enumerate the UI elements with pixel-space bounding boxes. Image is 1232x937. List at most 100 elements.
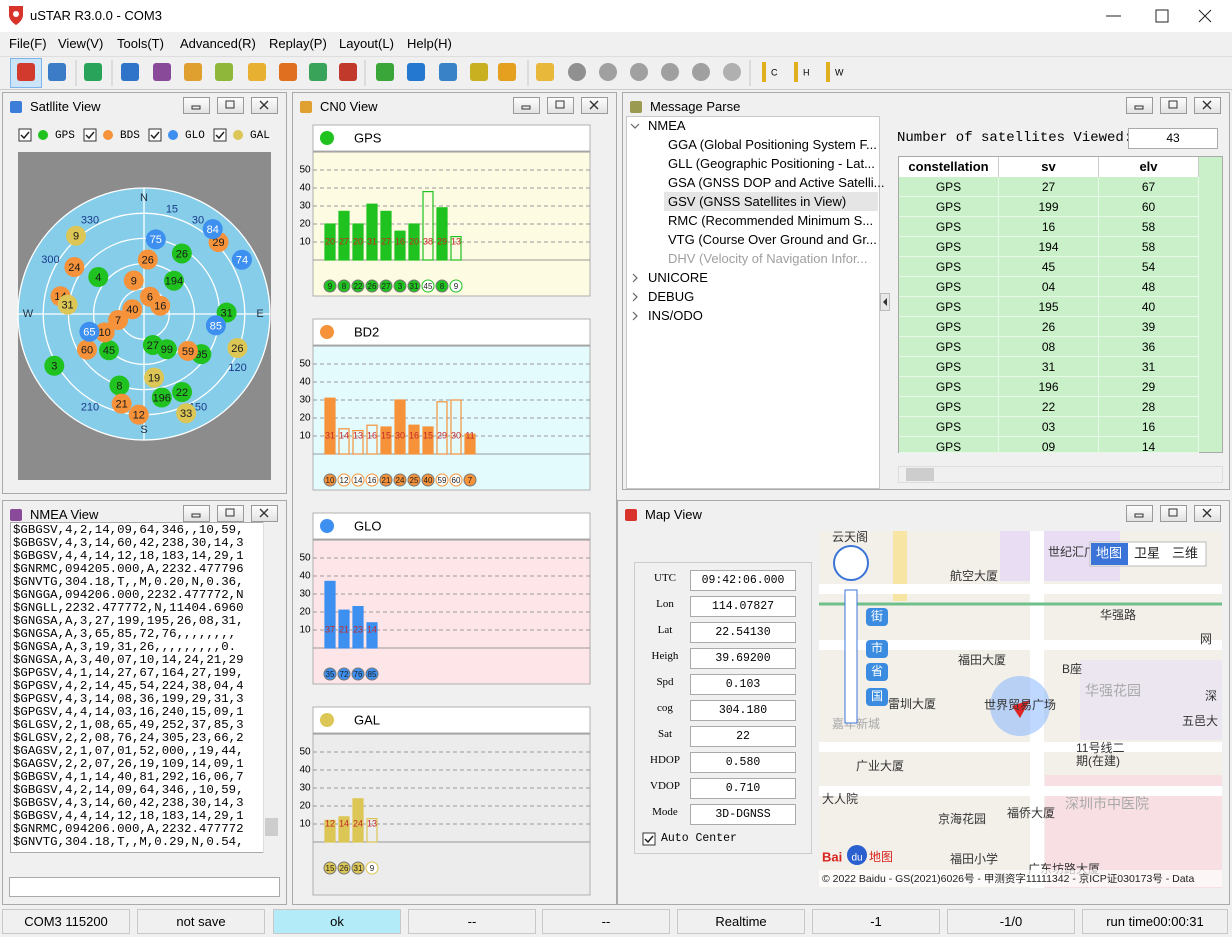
menu-item[interactable]: Replay(P) (269, 36, 327, 51)
field-value: 304.180 (690, 700, 796, 721)
splitter-button[interactable] (880, 293, 890, 311)
table-cell: 16 (1099, 417, 1199, 437)
table-header-row (899, 157, 1199, 177)
table-cell: GPS (899, 197, 999, 217)
table-cell: 40 (1099, 297, 1199, 317)
tree-node[interactable]: GLL (Geographic Positioning - Lat... (668, 156, 875, 171)
pane-title: CN0 View (320, 99, 378, 114)
pane-button[interactable] (1160, 505, 1187, 522)
menu-item[interactable]: Advanced(R) (180, 36, 256, 51)
menu-item[interactable]: Tools(T) (117, 36, 164, 51)
nmea-line: $GPGSV,4,2,14,45,54,224,38,04,4 (13, 679, 244, 693)
restore-glyph (1168, 100, 1178, 109)
table-cell: 28 (1099, 397, 1199, 417)
pane-button[interactable] (183, 505, 210, 522)
pane-button[interactable] (183, 97, 210, 114)
field-label: Lon (656, 598, 674, 610)
table-cell: 54 (1099, 257, 1199, 277)
table-cell: 27 (999, 177, 1099, 197)
pane-button[interactable] (1194, 505, 1221, 522)
command-input[interactable] (9, 877, 280, 897)
pane-button[interactable] (1160, 97, 1187, 114)
pane-button[interactable] (217, 505, 244, 522)
field-panel (634, 562, 812, 854)
status-cell: COM3 115200 (2, 909, 130, 934)
pane-button[interactable] (581, 97, 608, 114)
nmea-line: $GBGSV,4,2,14,09,64,346,,10,59, (13, 523, 244, 537)
minimize-glyph-rect (1134, 513, 1144, 518)
minimize-glyph (191, 513, 201, 518)
close-glyph-path (259, 100, 269, 110)
pane-button[interactable] (1194, 97, 1221, 114)
auto-center-label[interactable]: Auto Center (661, 832, 737, 845)
close-glyph-path (259, 508, 269, 518)
close-glyph-path (589, 100, 599, 110)
table-cell: 31 (1099, 357, 1199, 377)
field-value: 39.69200 (690, 648, 796, 669)
pane-button[interactable] (217, 97, 244, 114)
table-cell: 22 (999, 397, 1099, 417)
pane-button[interactable] (547, 97, 574, 114)
close-glyph (1202, 100, 1212, 110)
table-cell: 26 (999, 317, 1099, 337)
field-label: Sat (657, 728, 673, 740)
v-scrollbar[interactable] (263, 522, 280, 853)
nmea-line: $GNGSA,A,3,40,07,10,14,24,21,29 (13, 653, 244, 667)
h-scrollbar[interactable] (898, 466, 1223, 483)
field-label: Spd (656, 676, 674, 688)
pane-button[interactable] (1126, 97, 1153, 114)
field-label: VDOP (650, 780, 680, 792)
toolbar-button-active[interactable] (10, 58, 42, 88)
close-glyph-path (1202, 508, 1212, 518)
restore-glyph-rect (555, 100, 565, 109)
status-cell: -- (408, 909, 536, 934)
table-cell: 09 (999, 437, 1099, 453)
table-cell: 48 (1099, 277, 1199, 297)
table-cell: 14 (1099, 437, 1199, 453)
pane-button[interactable] (513, 97, 540, 114)
pane-button[interactable] (251, 505, 278, 522)
tree-node[interactable]: DHV (Velocity of Navigation Infor... (668, 251, 868, 266)
nmea-line: $GBGSV,4,4,14,12,18,183,14,29,1 (13, 809, 244, 823)
table-cell: GPS (899, 337, 999, 357)
minimize-glyph (191, 105, 201, 110)
tree-node[interactable]: RMC (Recommended Minimum S... (668, 213, 874, 228)
window-title: uSTAR R3.0.0 - COM3 (30, 8, 162, 23)
restore-glyph (225, 508, 235, 517)
table-cell: 36 (1099, 337, 1199, 357)
table-cell: 03 (999, 417, 1099, 437)
pane: CN0 View (292, 92, 617, 905)
table-cell: GPS (899, 437, 999, 453)
menu-item[interactable]: Help(H) (407, 36, 452, 51)
h-scrollbar[interactable] (10, 853, 263, 868)
pane-button[interactable] (1126, 505, 1153, 522)
column-header: constellation (899, 157, 999, 177)
field-label: Lat (657, 624, 673, 636)
table-cell: GPS (899, 297, 999, 317)
tree-node[interactable]: INS/ODO (648, 308, 703, 323)
close-glyph (259, 100, 269, 110)
tree-node[interactable]: DEBUG (648, 289, 695, 304)
menu-item[interactable]: View(V) (58, 36, 104, 51)
pane-icon (630, 101, 642, 113)
pane-button[interactable] (251, 97, 278, 114)
field-label: cog (657, 702, 673, 714)
h-scroll-thumb[interactable] (906, 468, 934, 481)
menu-item[interactable]: Layout(L) (339, 36, 394, 51)
tree-node[interactable]: VTG (Course Over Ground and Gr... (668, 232, 877, 247)
menu-item[interactable]: File(F) (9, 36, 47, 51)
nmea-line: $GNGSA,A,3,27,199,195,26,08,31, (13, 614, 244, 628)
tree-node[interactable]: UNICORE (648, 270, 708, 285)
table-cell: 196 (999, 377, 1099, 397)
nmea-line: $GNVTG,304.18,T,,M,0.29,N,0.54, (13, 835, 244, 849)
table-cell: 29 (1099, 377, 1199, 397)
pane: Satllite View (2, 92, 287, 494)
tree-node[interactable]: GGA (Global Positioning System F... (668, 137, 877, 152)
nmea-line: $GNGLL,2232.477772,N,11404.6960 (13, 601, 244, 615)
table-cell: 58 (1099, 237, 1199, 257)
tree-node[interactable]: GSA (GNSS DOP and Active Satelli... (668, 175, 885, 190)
tree-node[interactable]: GSV (GNSS Satellites in View) (668, 194, 847, 209)
status-cell: Realtime (677, 909, 805, 934)
tree-node[interactable]: NMEA (648, 118, 686, 133)
v-scroll-thumb[interactable] (265, 818, 278, 836)
